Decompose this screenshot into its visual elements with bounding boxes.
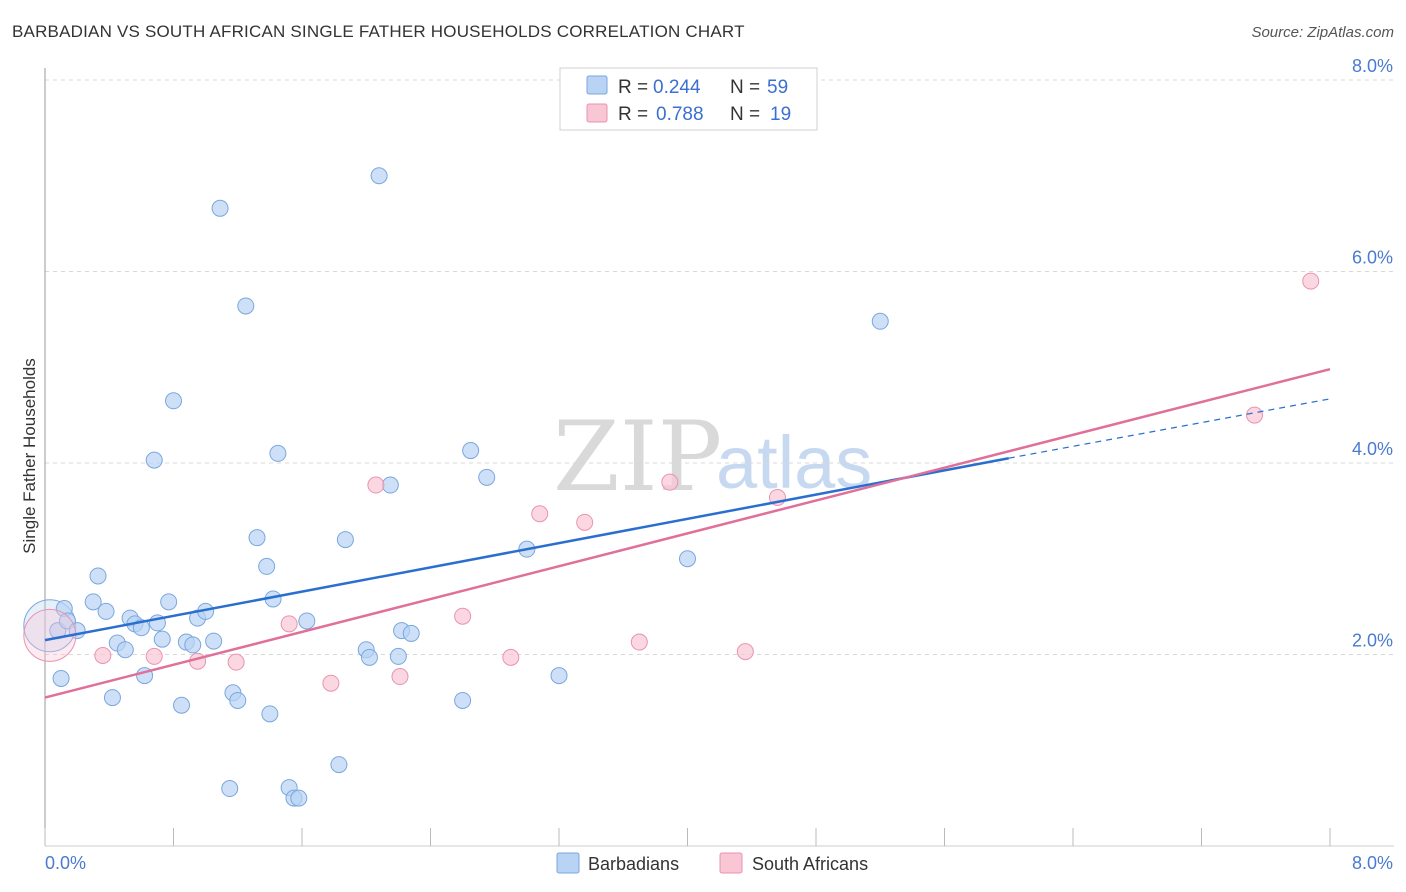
watermark-zip: ZIP xyxy=(553,401,722,513)
barbadians-trend-line xyxy=(44,456,1009,642)
y-tick-labels: 2.0% 4.0% 6.0% 8.0% xyxy=(1352,56,1393,651)
south-africans-point xyxy=(391,668,409,686)
barbadians-point xyxy=(478,468,496,486)
barbadians-point xyxy=(261,705,279,723)
south-africans-point xyxy=(227,653,245,671)
south-africans-point xyxy=(94,646,112,664)
legend-swatch-barbadians xyxy=(556,852,580,874)
south-africans-point xyxy=(531,505,549,523)
barbadians-point xyxy=(370,167,388,185)
barbadians-point xyxy=(229,691,247,709)
south-africans-point xyxy=(736,643,754,661)
stats-n-label-0: N = xyxy=(730,77,760,98)
south-africans-point xyxy=(630,633,648,651)
barbadians-point xyxy=(116,641,134,659)
barbadians-point xyxy=(381,476,399,494)
south-africans-point xyxy=(280,615,298,633)
series-legend: Barbadians South Africans xyxy=(556,852,868,874)
south-africans-point xyxy=(502,648,520,666)
south-africans-point xyxy=(322,674,340,692)
barbadians-point xyxy=(221,780,239,798)
south-africans-point xyxy=(145,647,163,665)
barbadians-point xyxy=(237,297,255,315)
south-africans-point xyxy=(367,476,385,494)
y-tick-label: 2.0% xyxy=(1352,631,1393,651)
legend-label-barbadians: Barbadians xyxy=(588,854,679,874)
barbadians-point xyxy=(160,593,178,611)
barbadians-point xyxy=(145,451,163,469)
barbadians-point xyxy=(205,632,223,650)
stats-r-value-1: 0.788 xyxy=(656,104,704,125)
y-tick-label: 4.0% xyxy=(1352,439,1393,459)
legend-label-south-africans: South Africans xyxy=(752,854,868,874)
legend-swatch-south-africans xyxy=(719,852,743,874)
stats-swatch-pink xyxy=(586,103,608,123)
barbadians-point xyxy=(402,624,420,642)
barbadians-point xyxy=(298,612,316,630)
stats-n-value-0: 59 xyxy=(767,77,788,98)
barbadians-point xyxy=(211,199,229,217)
stats-r-label-0: R = xyxy=(618,77,648,98)
x-tick-label-max: 8.0% xyxy=(1352,853,1393,873)
barbadians-point xyxy=(269,444,287,462)
source-credit: Source: ZipAtlas.com xyxy=(1251,24,1394,41)
south-africans-point xyxy=(454,607,472,625)
barbadians-point xyxy=(454,691,472,709)
barbadians-point xyxy=(248,529,266,547)
barbadians-point xyxy=(360,648,378,666)
x-axis-ticks xyxy=(44,828,1331,846)
barbadians-point xyxy=(290,789,308,807)
barbadians-point xyxy=(871,312,889,330)
barbadians-point xyxy=(258,557,276,575)
south-africans-point xyxy=(1302,272,1320,290)
barbadians-point xyxy=(462,442,480,460)
barbadians-point xyxy=(184,636,202,654)
x-tick-label-min: 0.0% xyxy=(45,853,86,873)
south-africans-trend-line xyxy=(44,367,1331,699)
barbadians-point xyxy=(84,593,102,611)
grid-lines xyxy=(45,79,1394,655)
south-africans-points xyxy=(23,272,1320,692)
barbadians-point xyxy=(330,756,348,774)
y-axis-label: Single Father Households xyxy=(20,358,39,554)
stats-legend: R = 0.244 N = 59 R = 0.788 N = 19 xyxy=(559,67,818,131)
barbadians-point xyxy=(89,567,107,585)
stats-n-label-1: N = xyxy=(730,104,760,125)
y-tick-label: 8.0% xyxy=(1352,56,1393,76)
stats-r-label-1: R = xyxy=(618,104,648,125)
barbadians-point xyxy=(165,392,182,410)
barbadians-trend-extension xyxy=(1008,398,1331,459)
barbadians-point xyxy=(173,696,191,714)
barbadians-point xyxy=(52,669,70,687)
stats-n-value-1: 19 xyxy=(770,104,791,125)
barbadians-point xyxy=(679,550,696,568)
stats-r-value-0: 0.244 xyxy=(653,77,701,98)
barbadians-point xyxy=(103,689,121,707)
chart-title: BARBADIAN VS SOUTH AFRICAN SINGLE FATHER… xyxy=(12,22,745,41)
south-africans-point xyxy=(1246,406,1264,424)
trend-lines xyxy=(44,367,1331,699)
barbadians-point xyxy=(550,667,568,685)
south-africans-point xyxy=(576,513,594,531)
barbadians-point xyxy=(389,647,407,665)
south-africans-point xyxy=(661,473,679,491)
y-tick-label: 6.0% xyxy=(1352,248,1393,268)
barbadians-point xyxy=(97,602,115,620)
stats-swatch-blue xyxy=(586,75,608,95)
barbadians-point xyxy=(153,630,171,648)
barbadians-point xyxy=(336,531,354,549)
